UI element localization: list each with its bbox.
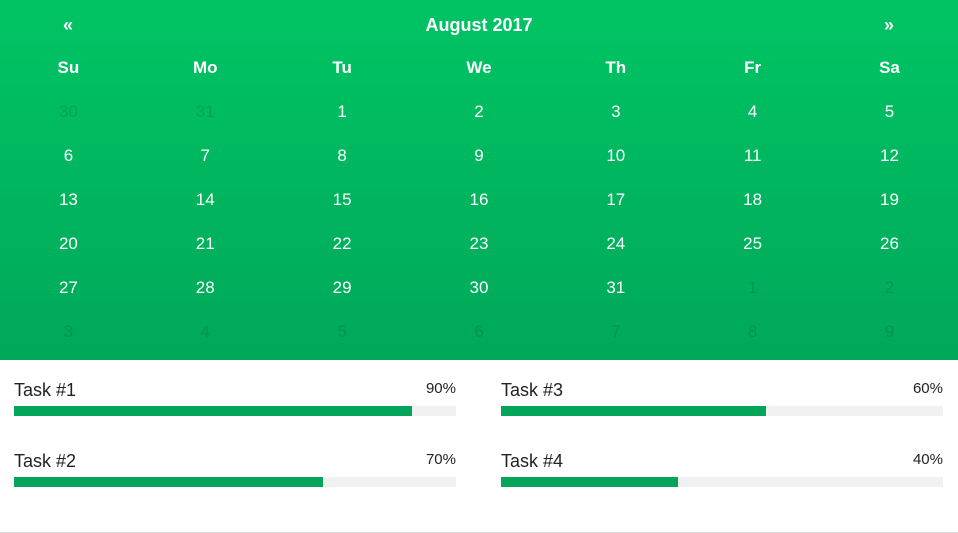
calendar-day[interactable]: 8 bbox=[337, 146, 347, 165]
progress-fill bbox=[14, 477, 324, 487]
progress-fill bbox=[14, 406, 412, 416]
previous-month-button[interactable]: « bbox=[62, 15, 73, 35]
task-label: Task #2 bbox=[14, 451, 77, 471]
calendar-day[interactable]: 3 bbox=[611, 102, 621, 121]
weekday-wednesday: We bbox=[466, 58, 492, 77]
calendar-day-other-month[interactable]: 2 bbox=[884, 278, 895, 297]
calendar-day[interactable]: 4 bbox=[747, 102, 758, 121]
calendar-grid: Su Mo Tu We Th Fr Sa 30 31 1 2 3 4 5 6 7 8 9 10 11 12… bbox=[0, 46, 958, 354]
calendar-day[interactable]: 12 bbox=[880, 146, 899, 165]
calendar-day[interactable]: 25 bbox=[743, 234, 763, 253]
calendar-day[interactable]: 1 bbox=[337, 102, 347, 121]
calendar-day-other-month[interactable]: 5 bbox=[337, 322, 347, 341]
calendar-day[interactable]: 28 bbox=[195, 278, 215, 297]
calendar-day[interactable]: 27 bbox=[58, 278, 78, 297]
progress-track bbox=[14, 406, 456, 416]
calendar-day[interactable]: 6 bbox=[63, 146, 74, 165]
calendar-weeks: 30 31 1 2 3 4 5 6 7 8 9 10 11 12 13 14 15 16 17 18 19 20 21 22 2… bbox=[0, 90, 958, 354]
calendar-day[interactable]: 31 bbox=[606, 278, 626, 297]
task-percent: 40% bbox=[912, 451, 943, 468]
calendar-day[interactable]: 22 bbox=[332, 234, 352, 253]
task-label: Task #4 bbox=[501, 451, 564, 471]
calendar-day[interactable]: 23 bbox=[469, 234, 489, 253]
calendar-week-row: 27 28 29 30 31 1 2 bbox=[0, 266, 958, 310]
progress-fill bbox=[501, 477, 678, 487]
weekday-saturday: Sa bbox=[879, 58, 900, 77]
task-percent: 70% bbox=[425, 451, 456, 468]
task-list: Task #1 90% Task #3 60% Task #2 70% Task… bbox=[0, 360, 958, 532]
weekday-thursday: Th bbox=[605, 58, 627, 77]
calendar-day-other-month[interactable]: 3 bbox=[63, 322, 74, 341]
progress-track bbox=[501, 477, 943, 487]
calendar-day[interactable]: 15 bbox=[332, 190, 352, 209]
calendar-day[interactable]: 20 bbox=[58, 234, 78, 253]
progress-track bbox=[14, 477, 456, 487]
calendar-day[interactable]: 9 bbox=[474, 146, 484, 165]
calendar-day[interactable]: 5 bbox=[884, 102, 895, 121]
month-title[interactable]: August 2017 bbox=[425, 15, 533, 35]
calendar-day-other-month[interactable]: 31 bbox=[195, 102, 215, 121]
calendar-day[interactable]: 19 bbox=[880, 190, 899, 209]
calendar-day-other-month[interactable]: 9 bbox=[884, 322, 895, 341]
weekday-monday: Mo bbox=[192, 58, 218, 77]
progress-track bbox=[501, 406, 943, 416]
task-percent: 90% bbox=[425, 380, 456, 397]
task-item: Task #2 70% bbox=[14, 431, 456, 487]
calendar-day[interactable]: 24 bbox=[606, 234, 626, 253]
calendar-week-row: 20 21 22 23 24 25 26 bbox=[0, 222, 958, 266]
calendar-day[interactable]: 26 bbox=[880, 234, 899, 253]
calendar-week-row: 13 14 15 16 17 18 19 bbox=[0, 178, 958, 222]
calendar-day-other-month[interactable]: 6 bbox=[474, 322, 484, 341]
task-label: Task #1 bbox=[14, 380, 77, 400]
calendar-day-other-month[interactable]: 30 bbox=[58, 102, 78, 121]
calendar-day[interactable]: 11 bbox=[743, 146, 762, 165]
task-percent: 60% bbox=[912, 380, 943, 397]
task-item: Task #3 60% bbox=[501, 360, 943, 416]
next-month-button[interactable]: » bbox=[883, 15, 894, 35]
calendar-day[interactable]: 29 bbox=[332, 278, 352, 297]
calendar-day[interactable]: 13 bbox=[58, 190, 78, 209]
weekday-header-row: Su Mo Tu We Th Fr Sa bbox=[0, 46, 958, 90]
task-label: Task #3 bbox=[501, 380, 564, 400]
weekday-sunday: Su bbox=[57, 58, 80, 77]
calendar: « August 2017 » Su Mo Tu We Th Fr Sa 30 3… bbox=[0, 0, 958, 360]
calendar-day[interactable]: 17 bbox=[606, 190, 626, 209]
calendar-day[interactable]: 21 bbox=[195, 234, 215, 253]
calendar-day[interactable]: 7 bbox=[200, 146, 210, 165]
calendar-day-other-month[interactable]: 1 bbox=[747, 278, 758, 297]
weekday-tuesday: Tu bbox=[332, 58, 352, 77]
calendar-day[interactable]: 18 bbox=[743, 190, 763, 209]
calendar-day-other-month[interactable]: 4 bbox=[200, 322, 210, 341]
calendar-day[interactable]: 10 bbox=[606, 146, 626, 165]
calendar-week-row: 30 31 1 2 3 4 5 bbox=[0, 90, 958, 134]
calendar-day-other-month[interactable]: 8 bbox=[747, 322, 758, 341]
weekday-friday: Fr bbox=[744, 58, 762, 77]
task-item: Task #4 40% bbox=[501, 431, 943, 487]
calendar-day[interactable]: 30 bbox=[469, 278, 489, 297]
task-item: Task #1 90% bbox=[14, 360, 456, 416]
calendar-day-other-month[interactable]: 7 bbox=[611, 322, 621, 341]
calendar-week-row: 6 7 8 9 10 11 12 bbox=[0, 134, 958, 178]
calendar-day[interactable]: 16 bbox=[469, 190, 489, 209]
calendar-day[interactable]: 2 bbox=[474, 102, 484, 121]
calendar-week-row: 3 4 5 6 7 8 9 bbox=[0, 310, 958, 354]
calendar-day[interactable]: 14 bbox=[195, 190, 215, 209]
calendar-header: « August 2017 » bbox=[0, 0, 958, 48]
progress-fill bbox=[501, 406, 767, 416]
